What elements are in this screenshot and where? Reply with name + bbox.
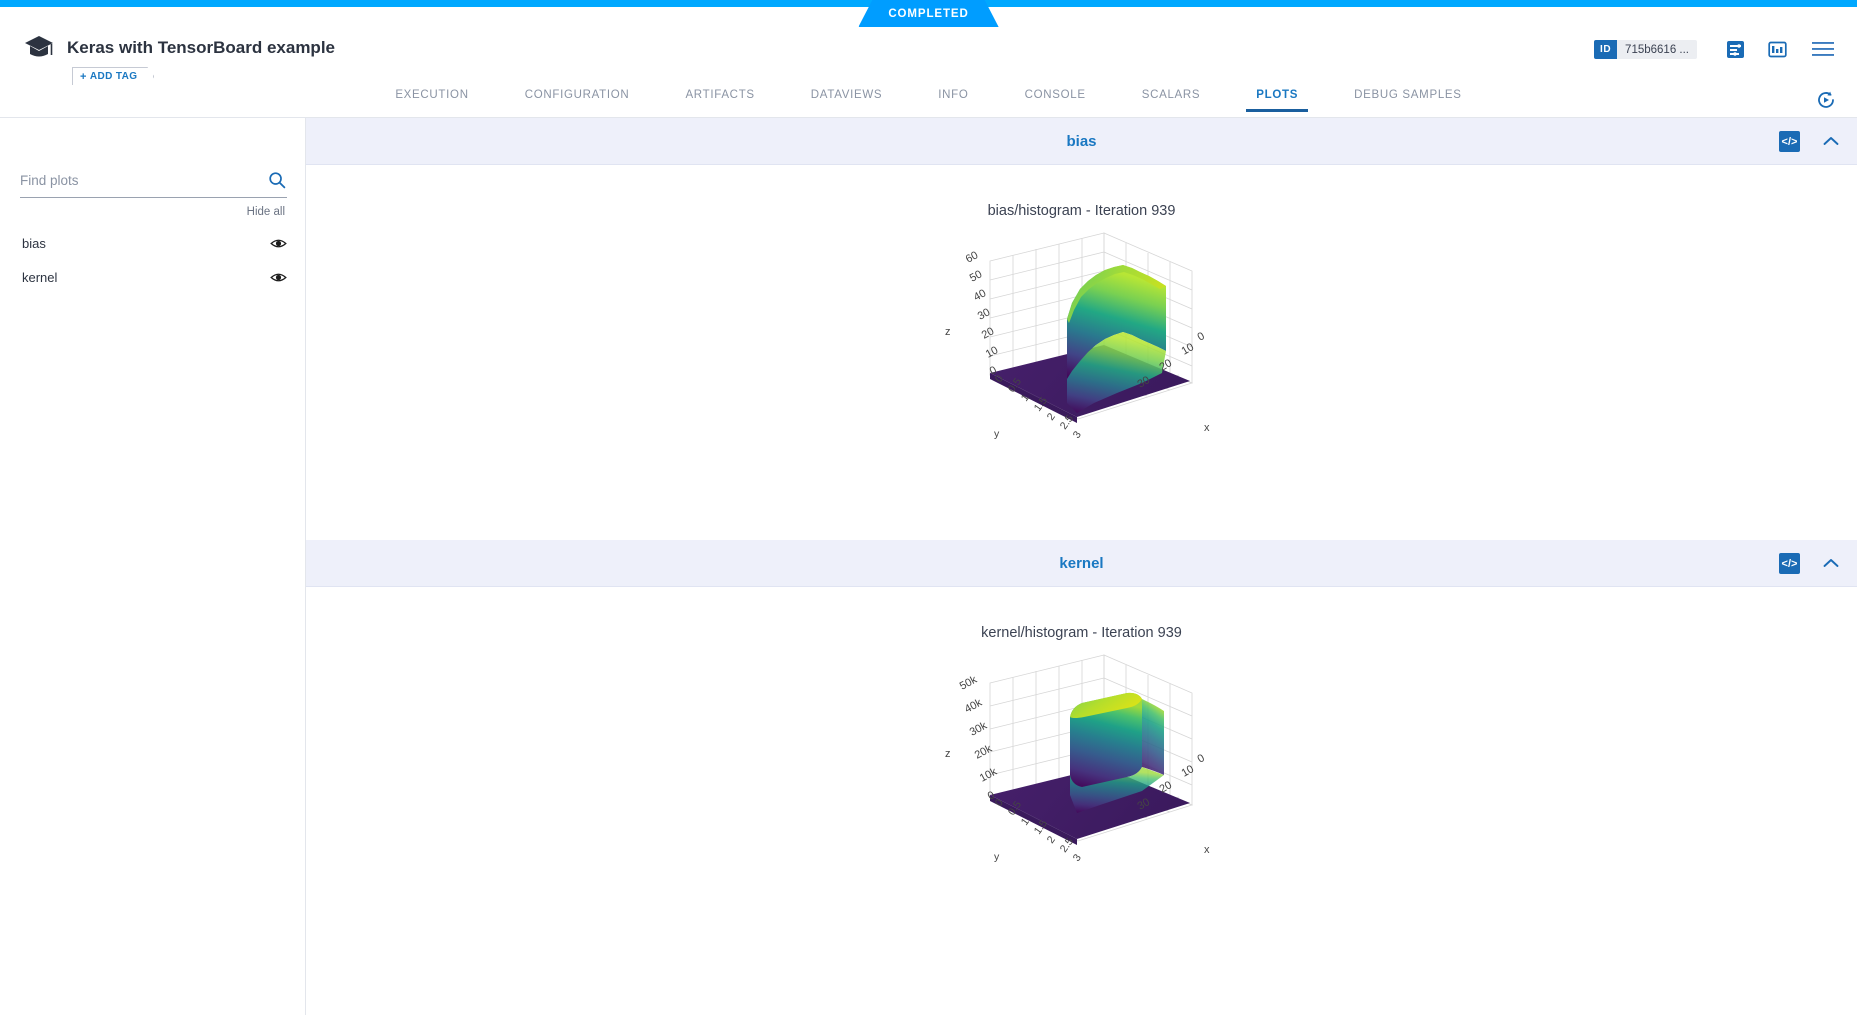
svg-text:50: 50: [967, 268, 983, 284]
svg-text:50k: 50k: [957, 673, 979, 692]
search-icon[interactable]: [267, 170, 287, 190]
tab-plots[interactable]: PLOTS: [1246, 85, 1308, 112]
svg-text:40: 40: [971, 287, 987, 303]
svg-text:30k: 30k: [967, 719, 989, 738]
svg-text:20: 20: [1157, 779, 1174, 796]
plus-icon: +: [80, 70, 87, 83]
svg-text:1: 1: [1018, 816, 1031, 828]
graduation-cap-icon: [24, 33, 54, 61]
plot-card-kernel: kernel </> kernel/histogram - Iteration …: [306, 540, 1857, 907]
x-axis-label: x: [1204, 422, 1210, 434]
svg-text:30: 30: [1135, 796, 1152, 813]
plot-card-header: bias </>: [306, 118, 1857, 165]
svg-text:3: 3: [1070, 852, 1083, 864]
x-axis-label: x: [1204, 844, 1210, 856]
svg-text:0: 0: [987, 364, 998, 377]
sidebar-item-label: kernel: [22, 269, 58, 285]
svg-text:20k: 20k: [972, 742, 994, 761]
tab-artifacts[interactable]: ARTIFACTS: [685, 89, 755, 101]
svg-text:40k: 40k: [962, 696, 984, 715]
add-tag-label: ADD TAG: [89, 71, 138, 82]
tab-bar: EXECUTION CONFIGURATION ARTIFACTS DATAVI…: [0, 85, 1857, 118]
z-axis-label: z: [945, 326, 951, 338]
sidebar-item-label: bias: [22, 235, 46, 251]
plot-card-bias: bias </> bias/histogram - Iteration 939: [306, 118, 1857, 506]
card-separator: [306, 506, 1857, 540]
svg-text:3: 3: [1070, 429, 1083, 441]
svg-text:0: 0: [985, 789, 996, 802]
z-axis-label: z: [945, 748, 951, 760]
svg-text:10: 10: [983, 344, 999, 360]
svg-text:0: 0: [1195, 330, 1206, 343]
svg-text:0: 0: [1195, 752, 1206, 765]
dashboard-icon[interactable]: [1765, 37, 1789, 61]
plot-card-title: kernel: [1059, 554, 1104, 572]
status-label: COMPLETED: [888, 7, 969, 20]
svg-text:10k: 10k: [977, 765, 999, 784]
auto-refresh-icon[interactable]: [1815, 89, 1837, 111]
chart-title: bias/histogram - Iteration 939: [987, 203, 1176, 219]
tab-configuration[interactable]: CONFIGURATION: [524, 89, 630, 101]
status-badge: COMPLETED: [858, 0, 998, 27]
sidebar-item-kernel[interactable]: kernel: [0, 260, 306, 294]
tab-scalars[interactable]: SCALARS: [1141, 89, 1201, 101]
svg-text:0: 0: [992, 797, 1005, 809]
hide-all-button[interactable]: Hide all: [246, 206, 285, 218]
svg-text:2: 2: [1044, 411, 1057, 423]
svg-text:30: 30: [975, 306, 991, 322]
plots-main-area: bias </> bias/histogram - Iteration 939: [306, 118, 1857, 1015]
eye-visible-icon[interactable]: [270, 235, 287, 252]
tab-execution[interactable]: EXECUTION: [395, 89, 469, 101]
code-embed-icon[interactable]: </>: [1779, 553, 1800, 574]
search-input[interactable]: [20, 172, 267, 188]
hamburger-menu-icon[interactable]: [1811, 37, 1835, 61]
svg-text:30: 30: [1135, 374, 1152, 391]
chevron-up-icon[interactable]: [1820, 131, 1841, 152]
svg-text:0: 0: [992, 373, 1005, 385]
eye-visible-icon[interactable]: [270, 269, 287, 286]
y-axis-label: y: [994, 851, 1000, 863]
plot-card-header: kernel </>: [306, 540, 1857, 587]
tab-console[interactable]: CONSOLE: [1024, 89, 1086, 101]
id-key-label: ID: [1594, 40, 1618, 59]
surface-chart-kernel[interactable]: 50k 40k 30k 20k 10k 0 z 0 0.5 1 1.5: [872, 645, 1292, 875]
plots-sidebar: Hide all bias kernel: [0, 118, 306, 1015]
svg-text:10: 10: [1179, 341, 1196, 358]
id-value: 715b6616 ...: [1617, 40, 1697, 59]
experiment-id-badge[interactable]: ID 715b6616 ...: [1594, 40, 1697, 59]
chevron-up-icon[interactable]: [1820, 553, 1841, 574]
svg-text:1: 1: [1018, 392, 1031, 404]
svg-text:2: 2: [1044, 834, 1057, 846]
add-tag-button[interactable]: + ADD TAG: [72, 67, 154, 86]
page-title: Keras with TensorBoard example: [67, 38, 335, 57]
svg-text:20: 20: [1157, 357, 1174, 374]
compare-icon[interactable]: [1723, 37, 1747, 61]
sidebar-item-bias[interactable]: bias: [0, 226, 306, 260]
svg-text:20: 20: [979, 325, 995, 341]
tab-list: EXECUTION CONFIGURATION ARTIFACTS DATAVI…: [0, 85, 1857, 118]
plot-card-body: bias/histogram - Iteration 939: [306, 165, 1857, 506]
tab-dataviews[interactable]: DATAVIEWS: [810, 89, 883, 101]
tab-info[interactable]: INFO: [938, 89, 969, 101]
tab-debug-samples[interactable]: DEBUG SAMPLES: [1354, 89, 1462, 101]
plot-card-title: bias: [1066, 132, 1097, 150]
chart-title: kernel/histogram - Iteration 939: [981, 625, 1182, 641]
surface-chart-bias[interactable]: 60 50 40 30 20 10 0 z 0 0.5 1 1.5: [872, 223, 1292, 453]
y-axis-label: y: [994, 428, 1000, 440]
search-row: [20, 170, 287, 198]
code-embed-icon[interactable]: </>: [1779, 131, 1800, 152]
plot-card-body: kernel/histogram - Iteration 939: [306, 587, 1857, 907]
svg-text:60: 60: [963, 249, 979, 265]
plot-list: bias kernel: [0, 226, 306, 294]
svg-text:10: 10: [1179, 763, 1196, 780]
